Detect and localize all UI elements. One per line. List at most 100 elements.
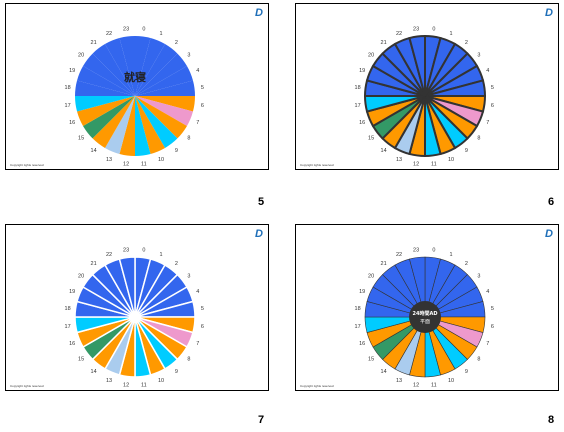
pie-segment-hour-6 [135, 96, 195, 112]
hour-label: 7 [196, 120, 199, 126]
hour-label: 1 [159, 31, 162, 37]
hour-label: 6 [201, 103, 204, 109]
hour-label: 23 [123, 248, 129, 254]
hour-label: 0 [142, 248, 145, 254]
hour-label: 22 [396, 31, 402, 37]
hour-label: 18 [65, 306, 71, 312]
hour-label: 3 [187, 274, 190, 280]
pie-segment-hour-10 [135, 96, 165, 154]
slide-thumbnail-5[interactable]: 0 1 2 3 4 5 6 7 8 9 10 11 12 13 14 15 16 17 18 19 20 21 22 23 就寝… [5, 3, 269, 170]
pie-segment-hour-23 [408, 34, 426, 97]
hour-label: 17 [65, 324, 71, 330]
hour-label: 11 [141, 161, 147, 167]
hour-label: 13 [396, 157, 402, 163]
company-logo: D [545, 228, 553, 240]
pie-segment-hour-9 [135, 96, 178, 148]
slide-footer: Copyright rights reserved [300, 163, 334, 167]
hour-label: 22 [106, 31, 112, 37]
hour-label: 2 [175, 40, 178, 46]
pie-segment-hour-18 [74, 80, 135, 96]
slide-footer: Copyright rights reserved [300, 384, 334, 388]
hour-label: 9 [465, 148, 468, 154]
hour-label: 1 [159, 252, 162, 258]
pie-segment-hour-2 [135, 44, 178, 96]
pie-segment-hour-0 [135, 36, 151, 96]
pie-segment-hour-11 [135, 96, 151, 156]
pie-segment-hour-4 [135, 66, 193, 96]
hour-label: 3 [477, 274, 480, 280]
slide-footer: Copyright rights reserved [10, 384, 44, 388]
pie-segment-hour-5 [135, 80, 195, 96]
hour-label: 15 [78, 356, 84, 362]
hour-label: 19 [359, 68, 365, 74]
hour-label: 9 [175, 369, 178, 375]
pie-segment-hour-22 [105, 38, 135, 96]
hour-label: 14 [91, 369, 97, 375]
hour-label: 4 [196, 68, 199, 74]
hour-label: 13 [106, 157, 112, 163]
hour-label: 9 [465, 369, 468, 375]
pie-segment-hour-7 [135, 96, 193, 126]
hour-label: 7 [486, 120, 489, 126]
pie-segment-hour-23 [118, 256, 136, 318]
hour-label: 17 [65, 103, 71, 109]
hour-label: 14 [381, 148, 387, 154]
hour-label: 5 [491, 306, 494, 312]
pie-segment-hour-20 [83, 53, 135, 96]
hour-label: 18 [355, 85, 361, 91]
hour-label: 1 [449, 252, 452, 258]
hour-label: 6 [491, 103, 494, 109]
hour-label: 4 [486, 289, 489, 295]
hour-label: 19 [69, 68, 75, 74]
hour-label: 5 [201, 306, 204, 312]
hour-label: 5 [201, 85, 204, 91]
pie-segment-hour-1 [135, 38, 165, 96]
pie-segment-hour-14 [92, 96, 135, 148]
donut-center [409, 301, 441, 333]
slide-footer: Copyright rights reserved [10, 163, 44, 167]
hour-label: 14 [381, 369, 387, 375]
pie-segment-hour-3 [135, 53, 187, 96]
donut-center-title: 24時間AD [413, 310, 438, 317]
company-logo: D [255, 7, 263, 19]
hour-label: 6 [201, 324, 204, 330]
hour-label: 10 [158, 378, 164, 384]
hour-label: 11 [431, 161, 437, 167]
hour-label: 20 [368, 53, 374, 59]
hour-label: 11 [431, 382, 437, 388]
hour-label: 10 [448, 157, 454, 163]
hour-label: 9 [175, 148, 178, 154]
hour-label: 8 [187, 135, 190, 141]
hour-label: 7 [196, 341, 199, 347]
hour-label: 12 [123, 161, 129, 167]
slide-thumbnail-7[interactable]: 0 1 2 3 4 5 6 7 8 9 10 11 12 13 14 15 16 17 18 19 20 21 22 23 D… [5, 224, 269, 391]
hour-label: 21 [91, 261, 97, 267]
hour-label: 3 [187, 53, 190, 59]
pie-segment-hour-8 [135, 96, 187, 139]
hour-label: 19 [69, 289, 75, 295]
donut-center-subtitle: 平面 [420, 319, 430, 325]
hour-label: 0 [432, 248, 435, 254]
hour-label: 8 [187, 356, 190, 362]
hour-label: 12 [413, 382, 419, 388]
hour-label: 16 [69, 120, 75, 126]
hour-label: 1 [449, 31, 452, 37]
pie-segment-hour-23 [119, 36, 135, 96]
slide-number: 5 [258, 196, 265, 208]
slide-thumbnail-8[interactable]: 0 1 2 3 4 5 6 7 8 9 10 11 12 13 14 15 16 17 18 19 20 21 22 23 24… [295, 224, 559, 391]
hour-label: 17 [355, 103, 361, 109]
hour-label: 23 [413, 27, 419, 33]
hour-label: 21 [381, 40, 387, 46]
slide-thumbnail-6[interactable]: 0 1 2 3 4 5 6 7 8 9 10 11 12 13 14 15 16 17 18 19 20 21 22 23 D… [295, 3, 559, 170]
hour-label: 15 [368, 135, 374, 141]
hour-label: 20 [78, 53, 84, 59]
pie-segment-hour-17 [75, 96, 135, 112]
pie-segment-hour-16 [77, 96, 135, 126]
hour-label: 15 [368, 356, 374, 362]
hour-label: 21 [381, 261, 387, 267]
pie-segment-hour-15 [83, 96, 135, 139]
hour-label: 20 [78, 274, 84, 280]
